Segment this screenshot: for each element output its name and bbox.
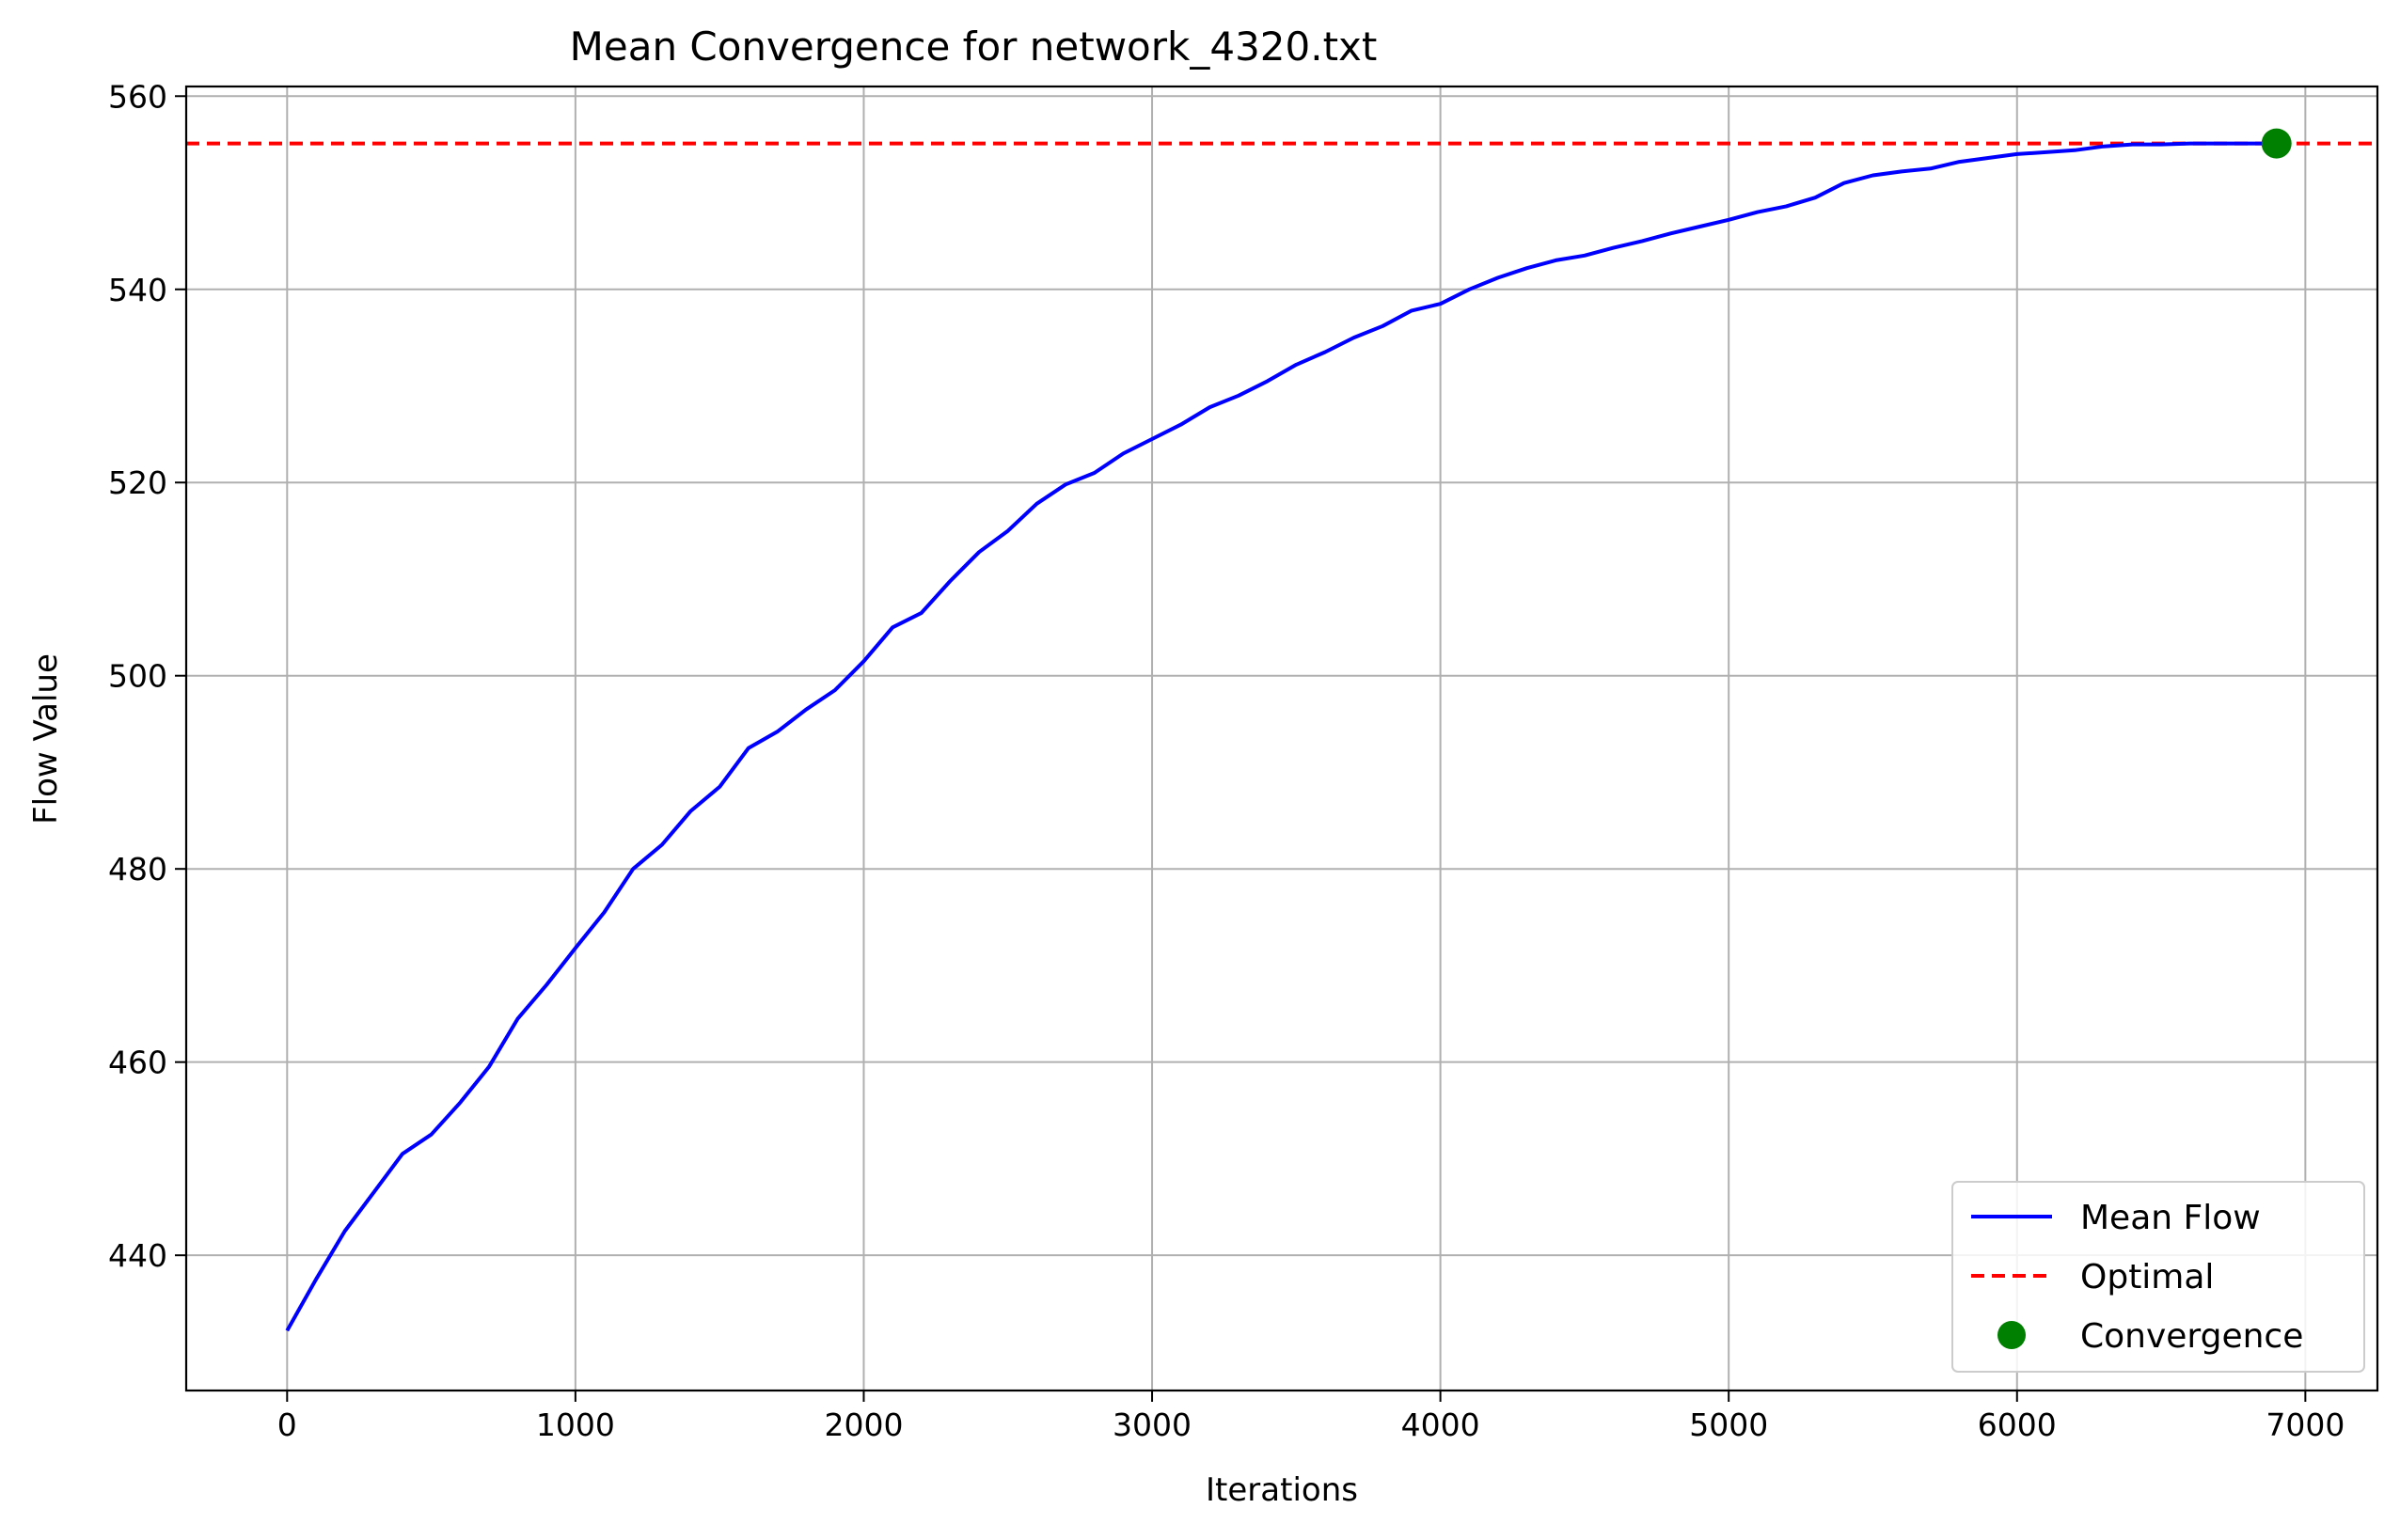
axes-frame bbox=[184, 85, 2379, 1392]
chart-title: Mean Convergence for network_4320.txt bbox=[570, 24, 1378, 70]
y-tick-label: 560 bbox=[108, 78, 167, 115]
x-tick-label: 6000 bbox=[1978, 1406, 2057, 1443]
x-tick-label: 7000 bbox=[2266, 1406, 2345, 1443]
axis-ticks: 0 1000 2000 3000 4000 5000 6000 7000 440 460 480 50… bbox=[108, 78, 2345, 1443]
x-tick-label: 4000 bbox=[1401, 1406, 1480, 1443]
legend: Mean Flow Optimal Convergence bbox=[1951, 1181, 2365, 1373]
grid-lines bbox=[186, 86, 2377, 1391]
y-tick-label: 520 bbox=[108, 464, 167, 501]
x-tick-label: 2000 bbox=[824, 1406, 903, 1443]
plot-area bbox=[186, 128, 2377, 1332]
legend-frame bbox=[1951, 1181, 2365, 1373]
legend-label-mean-flow: Mean Flow bbox=[2080, 1199, 2261, 1237]
x-tick-label: 5000 bbox=[1689, 1406, 1768, 1443]
legend-label-optimal: Optimal bbox=[2080, 1258, 2214, 1296]
y-tick-label: 500 bbox=[108, 658, 167, 695]
legend-label-convergence: Convergence bbox=[2080, 1317, 2303, 1356]
y-tick-label: 480 bbox=[108, 851, 167, 888]
x-tick-label: 3000 bbox=[1113, 1406, 1192, 1443]
x-tick-label: 0 bbox=[277, 1406, 297, 1443]
x-tick-label: 1000 bbox=[536, 1406, 615, 1443]
mean-flow-line bbox=[285, 141, 2277, 1332]
legend-swatch-convergence bbox=[1997, 1321, 2026, 1349]
convergence-marker bbox=[2261, 128, 2292, 159]
x-axis-title: Iterations bbox=[1206, 1471, 1358, 1509]
y-axis-title: Flow Value bbox=[27, 653, 65, 825]
y-tick-label: 460 bbox=[108, 1045, 167, 1081]
y-tick-label: 440 bbox=[108, 1237, 167, 1274]
y-tick-label: 540 bbox=[108, 272, 167, 308]
